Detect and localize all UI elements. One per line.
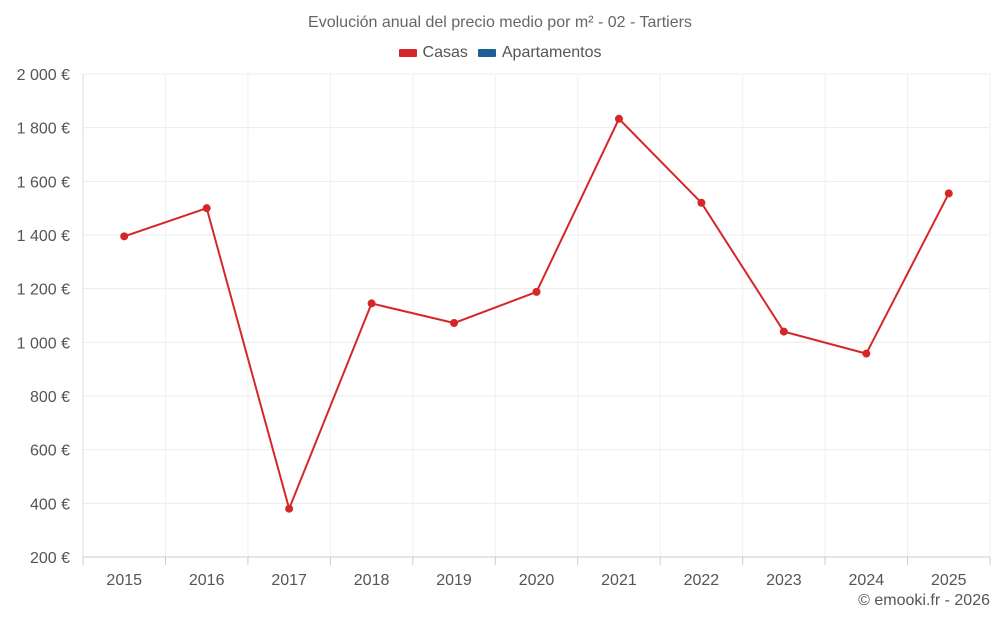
- data-point[interactable]: [285, 504, 294, 513]
- x-tick-label: 2025: [931, 572, 967, 589]
- legend-swatch-casas: [398, 49, 417, 57]
- legend-label-apartamentos: Apartamentos: [501, 44, 602, 61]
- x-tick-label: 2017: [271, 572, 307, 589]
- y-tick-label: 1 000 €: [17, 335, 70, 352]
- y-tick-label: 1 400 €: [17, 228, 70, 245]
- legend-label-casas: Casas: [422, 44, 468, 61]
- x-tick-label: 2020: [519, 572, 555, 589]
- y-tick-label: 600 €: [30, 443, 70, 460]
- y-tick-label: 200 €: [30, 550, 70, 567]
- x-tick-label: 2019: [436, 572, 472, 589]
- y-tick-label: 1 800 €: [17, 121, 70, 138]
- data-point[interactable]: [779, 327, 788, 336]
- legend-item-apartamentos[interactable]: Apartamentos: [477, 44, 602, 62]
- y-tick-label: 800 €: [30, 389, 70, 406]
- x-tick-label: 2021: [601, 572, 637, 589]
- data-point[interactable]: [202, 204, 211, 213]
- x-tick-label: 2015: [106, 572, 142, 589]
- data-point[interactable]: [697, 198, 706, 207]
- x-tick-label: 2016: [189, 572, 225, 589]
- x-tick-label: 2023: [766, 572, 802, 589]
- data-point[interactable]: [862, 349, 871, 358]
- data-point[interactable]: [944, 189, 953, 198]
- legend-swatch-apartamentos: [477, 49, 496, 57]
- y-tick-label: 1 200 €: [17, 282, 70, 299]
- data-point[interactable]: [367, 299, 376, 308]
- data-point[interactable]: [120, 232, 129, 241]
- data-point[interactable]: [614, 114, 623, 123]
- chart-title: Evolución anual del precio medio por m² …: [308, 14, 692, 31]
- legend: Casas Apartamentos: [0, 44, 1000, 62]
- y-tick-label: 400 €: [30, 496, 70, 513]
- x-tick-label: 2018: [354, 572, 390, 589]
- y-tick-label: 2 000 €: [17, 67, 70, 84]
- legend-item-casas[interactable]: Casas: [398, 44, 468, 62]
- y-tick-label: 1 600 €: [17, 174, 70, 191]
- x-tick-label: 2024: [849, 572, 885, 589]
- x-tick-label: 2022: [684, 572, 720, 589]
- data-point[interactable]: [532, 287, 541, 296]
- data-point[interactable]: [450, 319, 459, 328]
- credit-text: © emooki.fr - 2026: [858, 592, 990, 609]
